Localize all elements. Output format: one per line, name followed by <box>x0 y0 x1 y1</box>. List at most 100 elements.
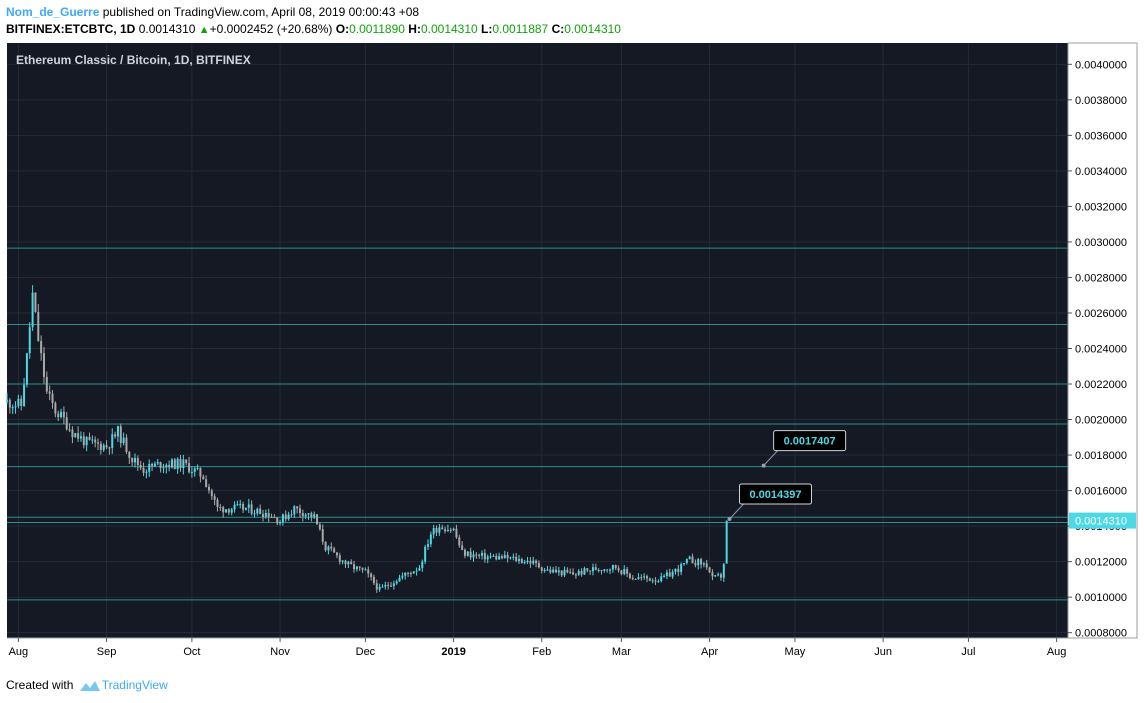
candle-body <box>355 566 358 570</box>
callout-connector <box>763 450 779 466</box>
candle-body <box>11 407 14 409</box>
candle-body <box>159 462 162 469</box>
price-chart[interactable]: 0.00080000.00100000.00120000.00140000.00… <box>0 40 1144 668</box>
candle-body <box>82 436 85 446</box>
candle-body <box>162 467 165 469</box>
tradingview-logo-icon <box>79 680 100 691</box>
candle-body <box>546 569 549 571</box>
candle-body <box>415 570 418 572</box>
candle-body <box>475 554 478 556</box>
candle-body <box>404 572 407 576</box>
candle-body <box>114 434 117 437</box>
candle-body <box>173 459 176 469</box>
candle-body <box>267 512 270 518</box>
candle-body <box>281 514 284 523</box>
candle-body <box>279 522 282 524</box>
candle-body <box>131 457 134 463</box>
candle-body <box>509 557 512 559</box>
plot-area[interactable] <box>7 43 1068 638</box>
x-tick-label: 2019 <box>441 646 465 658</box>
x-tick-label: Apr <box>701 646 718 658</box>
candle-body <box>512 556 515 558</box>
candle-body <box>79 436 82 439</box>
candle-body <box>259 508 262 515</box>
candle-body <box>421 561 424 569</box>
candle-body <box>648 578 651 581</box>
candle-body <box>688 556 691 560</box>
y-tick-label: 0.0018000 <box>1075 450 1127 462</box>
x-tick-label: Dec <box>356 646 376 658</box>
candle-body <box>8 399 11 408</box>
candle-body <box>23 384 26 406</box>
candle-body <box>298 508 301 513</box>
tradingview-link[interactable]: TradingView <box>101 678 168 692</box>
candle-body <box>156 462 159 464</box>
candle-body <box>225 509 228 513</box>
candle-body <box>617 568 620 571</box>
candle-body <box>614 565 617 569</box>
price-axis[interactable] <box>1067 42 1138 639</box>
candle-body <box>341 560 344 562</box>
high-value: 0.0014310 <box>420 22 478 36</box>
candle-body <box>136 458 139 466</box>
candle-body <box>691 556 694 564</box>
publish-info: Nom_de_Guerre published on TradingView.c… <box>6 5 419 19</box>
chart-title: Ethereum Classic / Bitcoin, 1D, BITFINEX <box>16 53 251 67</box>
candle-body <box>637 577 640 580</box>
candle-body <box>526 560 529 563</box>
candle-body <box>503 554 506 559</box>
candle-body <box>620 570 623 575</box>
candle-body <box>45 376 48 392</box>
candle-body <box>17 398 20 406</box>
candle-body <box>199 467 202 477</box>
candle-body <box>569 572 572 574</box>
candle-body <box>134 458 137 463</box>
candle-body <box>387 584 390 586</box>
candle-body <box>674 568 677 572</box>
candle-body <box>364 569 367 571</box>
candle-body <box>165 464 168 468</box>
high-label: H: <box>408 22 421 36</box>
candle-body <box>321 529 324 542</box>
candle-body <box>597 570 600 572</box>
candle-body <box>338 555 341 562</box>
candle-body <box>594 567 597 571</box>
x-tick-label: May <box>785 646 806 658</box>
candle-body <box>290 514 293 516</box>
candle-body <box>572 572 575 575</box>
candle-body <box>188 463 191 473</box>
candle-body <box>407 572 410 574</box>
candle-body <box>426 544 429 547</box>
author-link[interactable]: Nom_de_Guerre <box>6 5 100 19</box>
ohlc-line: BITFINEX:ETCBTC, 1D 0.0014310 ▲+0.000245… <box>6 22 621 36</box>
candle-body <box>273 517 276 519</box>
horizontal-levels <box>7 247 1068 601</box>
candle-body <box>549 569 552 573</box>
candle-body <box>105 445 108 448</box>
candle-body <box>401 575 404 578</box>
candle-body <box>88 436 91 440</box>
candle-body <box>20 398 23 406</box>
y-tick-label: 0.0020000 <box>1075 415 1127 427</box>
candle-body <box>444 529 447 532</box>
candle-body <box>370 573 373 577</box>
candle-body <box>694 563 697 566</box>
y-tick-label: 0.0012000 <box>1075 557 1127 569</box>
candle-body <box>609 569 612 571</box>
candle-body <box>634 578 637 580</box>
candle-body <box>603 569 606 571</box>
candle-body <box>677 568 680 573</box>
candle-body <box>708 567 711 573</box>
candle-body <box>37 312 40 342</box>
candle-body <box>99 443 102 450</box>
candle-body <box>700 559 703 565</box>
candle-body <box>216 499 219 507</box>
candle-body <box>398 577 401 582</box>
candle-body <box>270 517 273 519</box>
open-label: O: <box>335 22 350 36</box>
candle-body <box>142 467 145 473</box>
candle-body <box>685 559 688 564</box>
candle-body <box>449 529 452 531</box>
y-tick-label: 0.0010000 <box>1075 592 1127 604</box>
candle-body <box>119 426 122 444</box>
